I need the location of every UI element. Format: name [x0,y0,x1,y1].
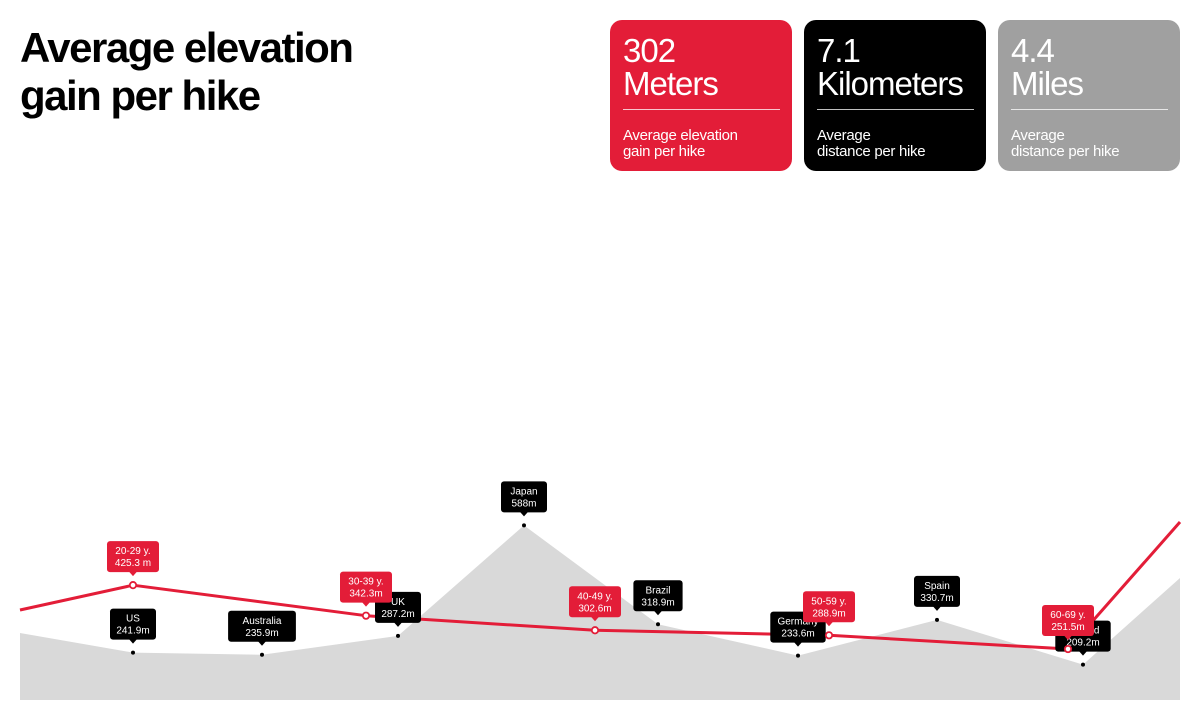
age-group-point [1063,644,1073,654]
country-value: 233.6m [781,629,814,640]
country-label-pointer [129,639,137,644]
age-group-label-0: 20-29 y.425.3 m [107,541,159,590]
country-value: 235.9m [245,628,278,639]
age-group-value: 425.3 m [115,558,151,569]
country-label-box [914,575,960,607]
country-point [656,622,660,627]
country-name: US [126,614,140,625]
age-group-point [361,611,371,620]
country-value: 287.2m [381,609,414,620]
age-group-label-box [803,591,855,623]
stat-divider [1011,109,1168,110]
stat-card-distance-km: 7.1 Kilometers Average distance per hike [804,20,986,171]
stat-divider [623,109,780,110]
age-group-value: 302.6m [578,603,611,614]
age-group-label-box [1042,605,1094,637]
country-name: Spain [924,581,950,592]
country-label-pointer [933,606,941,611]
age-group-name: 30-39 y. [348,577,383,588]
age-group-name: 60-69 y. [1050,610,1085,621]
stat-value: 4.4 [1011,32,1055,69]
country-label-box [228,610,296,642]
country-label-box [110,608,156,640]
age-group-label-box [569,586,621,618]
country-label-pointer [520,511,528,517]
age-group-label-box [107,541,159,573]
age-group-point [128,581,138,590]
stat-caption: Average distance per hike [1011,127,1120,160]
country-point [935,617,939,622]
country-name: Germany [777,617,818,628]
country-point [131,650,135,655]
age-group-value: 342.3m [349,589,382,600]
country-label-box [633,580,683,612]
country-value: 318.9m [641,597,674,608]
country-value: 209.2m [1066,638,1099,649]
country-name: Brazil [645,585,670,596]
age-group-label-pointer [129,571,137,577]
country-point [1081,662,1085,667]
stat-unit: Meters [623,65,719,102]
country-label-box [501,481,547,513]
age-group-label-1: 30-39 y.342.3m [340,571,392,620]
country-point [396,633,400,638]
page-title: Average elevation gain per hike [20,24,354,119]
age-group-value: 288.9m [812,608,845,619]
stat-value: 7.1 [817,32,861,69]
country-value: 330.7m [920,593,953,604]
stat-card-distance-miles: 4.4 Miles Average distance per hike [998,20,1180,171]
stat-caption: Average distance per hike [817,127,926,160]
country-label-pointer [1079,651,1087,656]
age-labels: 20-29 y.425.3 m 30-39 y.342.3m 40-49 y.302… [107,541,1094,654]
age-group-point [590,626,600,635]
age-group-label-pointer [1064,635,1072,641]
country-name: Japan [510,486,537,497]
age-group-value: 251.5m [1051,622,1084,633]
age-group-label-pointer [825,621,833,627]
age-group-label-box [340,571,392,603]
country-label-pointer [258,641,266,646]
age-group-name: 50-59 y. [811,596,846,607]
stat-unit: Miles [1011,65,1084,102]
country-point [522,523,526,528]
age-group-label-2: 40-49 y.302.6m [569,586,621,635]
age-group-name: 20-29 y. [115,546,150,557]
age-group-name: 40-49 y. [577,591,612,602]
country-value: 241.9m [116,626,149,637]
country-name: UK [391,597,405,608]
age-group-label-3: 50-59 y.288.9m [803,591,855,640]
country-value: 588m [511,498,536,509]
stat-value: 302 [623,32,676,69]
country-label-pointer [654,610,662,616]
stat-caption: Average elevation gain per hike [623,127,738,160]
country-label-pointer [794,642,802,647]
country-name: Australia [243,616,282,627]
age-group-label-4: 60-69 y.251.5m [1042,605,1094,654]
age-group-label-pointer [362,602,370,607]
country-point [796,653,800,658]
country-label-pointer [394,622,402,627]
stat-unit: Kilometers [817,65,964,102]
stat-divider [817,109,974,110]
stat-card-elevation: 302 Meters Average elevation gain per hi… [610,20,792,171]
country-point [260,652,264,657]
age-group-point [824,631,834,640]
age-group-label-pointer [591,616,599,622]
